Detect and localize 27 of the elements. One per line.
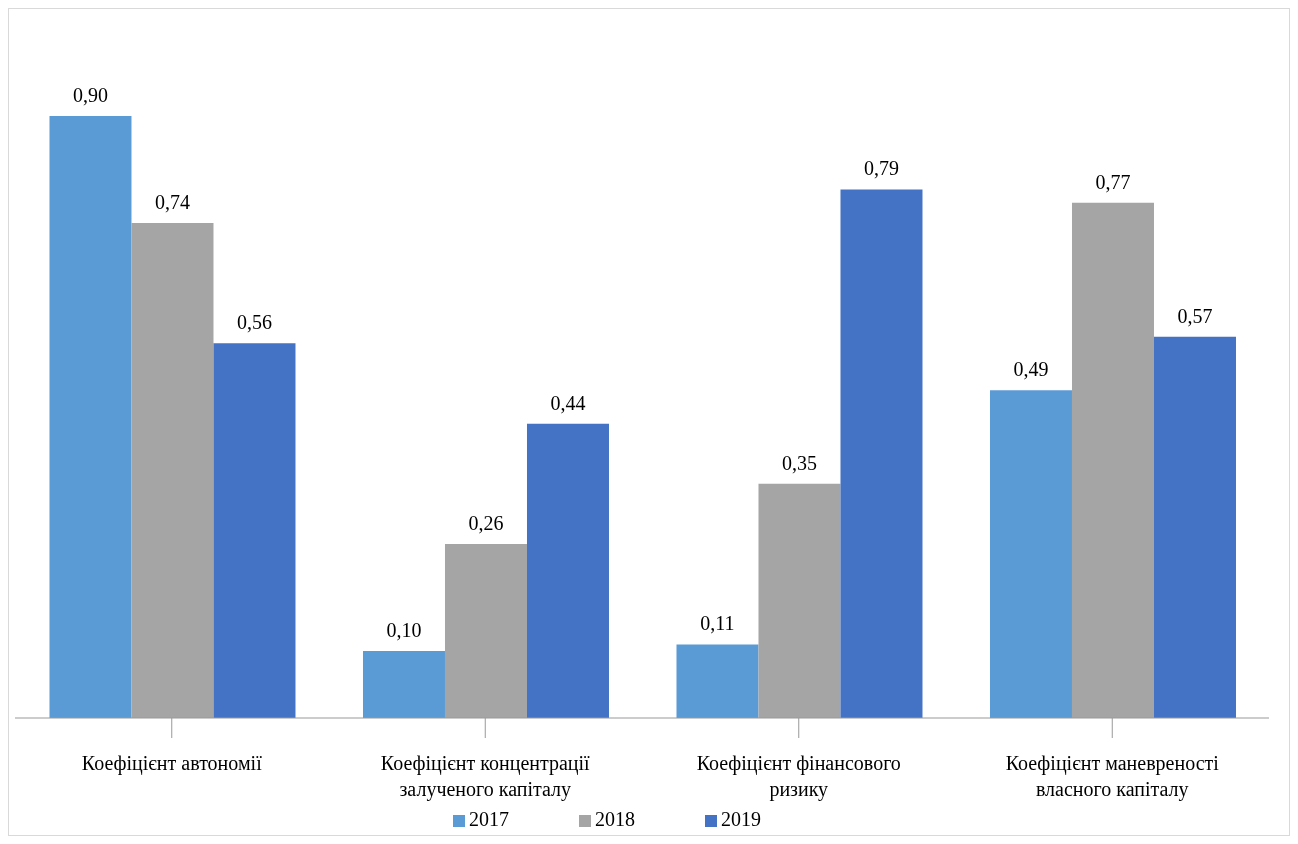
data-label: 0,26 [468,512,504,535]
bar [676,644,759,718]
bar [989,390,1072,718]
x-tick-label: Коефіцієнт концентрації залученого капіталу [380,752,591,801]
data-label: 0,10 [386,619,422,642]
legend-label: 2017 [469,808,509,830]
data-label: 0,74 [154,190,190,213]
x-tick-label: Коефіцієнт маневреності власного капіталу [1005,752,1220,801]
data-label: 0,77 [1095,170,1131,193]
data-label: 0,56 [236,311,272,334]
bar [213,343,296,718]
x-tick-label: Коефіцієнт автономії [81,752,263,775]
legend-label: 2019 [721,808,761,830]
data-label: 0,11 [700,612,735,635]
data-label: 0,90 [72,83,108,106]
data-label: 0,57 [1177,304,1213,327]
data-label: 0,44 [550,391,586,414]
bar [526,423,609,718]
bar [362,651,445,718]
data-label: 0,49 [1013,358,1049,381]
bar [1153,336,1236,718]
bar [49,115,132,718]
data-label: 0,35 [781,451,817,474]
legend-label: 2018 [595,808,635,830]
data-label: 0,79 [863,157,899,180]
x-tick-label: Коефіцієнт фінансового ризику [696,752,901,801]
bar [840,189,923,718]
